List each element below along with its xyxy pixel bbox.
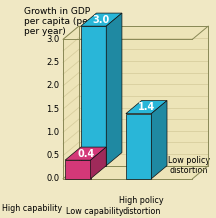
Text: 1.4: 1.4 [138, 102, 155, 112]
Polygon shape [81, 13, 122, 26]
Text: 1.0: 1.0 [46, 128, 59, 137]
Text: 2.0: 2.0 [46, 81, 59, 90]
Polygon shape [126, 100, 167, 114]
Polygon shape [63, 166, 208, 179]
Polygon shape [151, 100, 167, 179]
FancyBboxPatch shape [81, 26, 106, 166]
FancyBboxPatch shape [126, 114, 151, 179]
Text: Low capability: Low capability [66, 207, 123, 216]
Text: Growth in GDP
per capita (percent
per year): Growth in GDP per capita (percent per ye… [24, 7, 111, 36]
Text: 0.5: 0.5 [46, 151, 59, 160]
Text: High policy
distortion: High policy distortion [119, 196, 164, 216]
Polygon shape [91, 147, 106, 179]
Polygon shape [106, 13, 122, 166]
Text: 0.4: 0.4 [77, 149, 94, 159]
Text: High capability: High capability [2, 204, 62, 213]
Text: 3.0: 3.0 [46, 35, 59, 44]
Polygon shape [65, 147, 106, 160]
Text: 3.0: 3.0 [93, 15, 110, 25]
Polygon shape [79, 26, 208, 166]
Text: Low policy
distortion: Low policy distortion [168, 156, 210, 175]
FancyBboxPatch shape [65, 160, 91, 179]
Polygon shape [63, 26, 79, 179]
Text: 2.5: 2.5 [46, 58, 59, 67]
Text: 1.5: 1.5 [46, 104, 59, 114]
Text: 0.0: 0.0 [46, 174, 59, 183]
